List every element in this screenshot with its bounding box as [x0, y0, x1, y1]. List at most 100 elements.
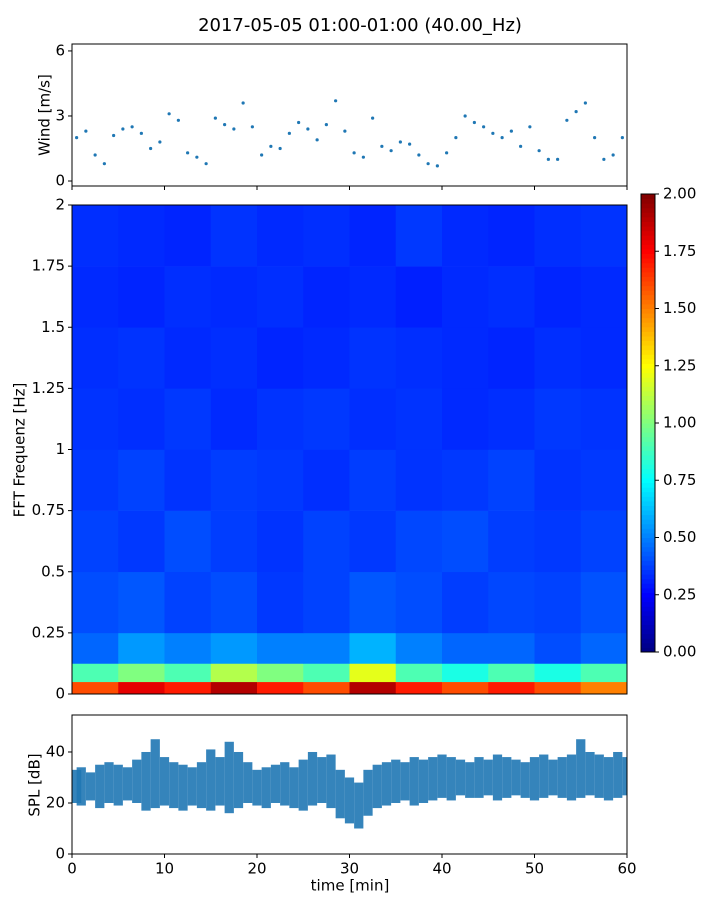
colorbar-segment: [641, 313, 655, 319]
spl-range: [585, 751, 595, 796]
heat-cell: [303, 449, 350, 511]
heat-cell: [580, 449, 628, 511]
colorbar-segment: [641, 564, 655, 571]
x-tick-label: 50: [525, 860, 544, 878]
colorbar-segment: [641, 477, 655, 484]
spl-range: [150, 739, 160, 809]
heat-cell: [210, 632, 258, 664]
heat-cell: [72, 571, 119, 634]
wind-point: [574, 110, 578, 114]
colorbar-segment: [641, 427, 655, 433]
y-tick-label: 0.25: [32, 623, 65, 641]
colorbar-segment: [641, 510, 655, 516]
heat-cell: [210, 266, 258, 328]
spl-range: [141, 751, 151, 811]
heat-cell: [534, 327, 582, 389]
colorbar-segment: [641, 519, 655, 525]
heat-cell: [72, 327, 119, 389]
colorbar-segment: [641, 432, 655, 438]
colorbar-segment: [641, 235, 655, 241]
colorbar-segment: [641, 290, 655, 296]
wind-point: [102, 162, 106, 166]
colorbar-segment: [641, 464, 655, 470]
colorbar-segment: [641, 317, 655, 323]
spl-range: [344, 777, 355, 824]
spl-range: [224, 741, 234, 814]
heat-cell: [442, 510, 489, 573]
heat-cell: [488, 571, 535, 634]
heat-cell: [164, 266, 212, 328]
colorbar-segment: [641, 587, 655, 593]
colorbar-segment: [641, 500, 655, 506]
heat-cell: [210, 681, 258, 695]
wind-point: [602, 157, 606, 161]
heat-cell: [349, 681, 397, 695]
colorbar-segment: [641, 537, 655, 543]
heat-cell: [395, 205, 443, 267]
colorbar-segment: [641, 555, 655, 561]
heat-cell: [164, 449, 212, 511]
heat-cell: [210, 388, 258, 450]
heat-cell: [488, 510, 535, 573]
wind-point: [250, 125, 254, 129]
spl-range: [243, 762, 253, 803]
spl-range: [409, 757, 419, 806]
colorbar-segment: [641, 194, 655, 200]
heat-cell: [72, 388, 119, 450]
heat-cell: [534, 266, 582, 328]
colorbar-segment: [641, 629, 655, 635]
colorbar-segment: [641, 372, 655, 378]
colorbar-segment: [641, 326, 655, 332]
heat-cell: [442, 388, 489, 450]
wind-point: [297, 120, 301, 125]
colorbar-segment: [641, 624, 655, 630]
colorbar-segment: [641, 459, 655, 465]
heat-cell: [442, 327, 489, 389]
spl-range: [557, 757, 567, 798]
spl-range: [576, 739, 586, 798]
spl-range: [270, 764, 281, 803]
spl-range: [196, 762, 207, 809]
y-tick-label: 6: [55, 41, 65, 59]
heat-cell: [580, 266, 628, 328]
spl-range: [215, 757, 225, 806]
heat-cell: [442, 449, 489, 511]
colorbar-segment: [641, 358, 655, 364]
wind-point: [454, 136, 458, 140]
colorbar-tick-label: 0.75: [663, 471, 696, 489]
wind-point: [223, 123, 227, 127]
heat-cell: [534, 663, 582, 683]
spl-range: [233, 751, 244, 809]
colorbar-segment: [641, 363, 655, 369]
spl-range: [539, 754, 549, 798]
heat-cell: [210, 510, 258, 573]
wind-point: [195, 155, 199, 159]
colorbar-segment: [641, 455, 655, 461]
wind-point: [93, 153, 97, 157]
heat-cell: [72, 632, 119, 664]
colorbar-segment: [641, 601, 655, 607]
colorbar-segment: [641, 345, 655, 351]
colorbar-segment: [641, 583, 655, 589]
colorbar-segment: [641, 253, 655, 259]
spl-range: [372, 764, 382, 809]
colorbar-tick-label: 0.50: [663, 528, 696, 546]
spl-range: [502, 757, 512, 798]
spl-range: [548, 759, 558, 796]
colorbar-segment: [641, 423, 655, 429]
heat-cell: [72, 510, 119, 573]
heat-cell: [257, 266, 304, 328]
chart-title: 2017-05-05 01:00-01:00 (40.00_Hz): [198, 15, 522, 36]
heat-cell: [72, 663, 119, 683]
colorbar-segment: [641, 468, 655, 474]
spl-range: [113, 764, 123, 806]
heat-cell: [395, 663, 443, 683]
heat-cell: [442, 663, 489, 683]
colorbar-segment: [641, 491, 655, 497]
heat-cell: [257, 449, 304, 511]
heat-cell: [164, 663, 212, 683]
heat-cell: [303, 663, 350, 683]
colorbar-segment: [641, 532, 655, 538]
heat-cell: [164, 388, 212, 450]
heat-cell: [442, 681, 489, 695]
